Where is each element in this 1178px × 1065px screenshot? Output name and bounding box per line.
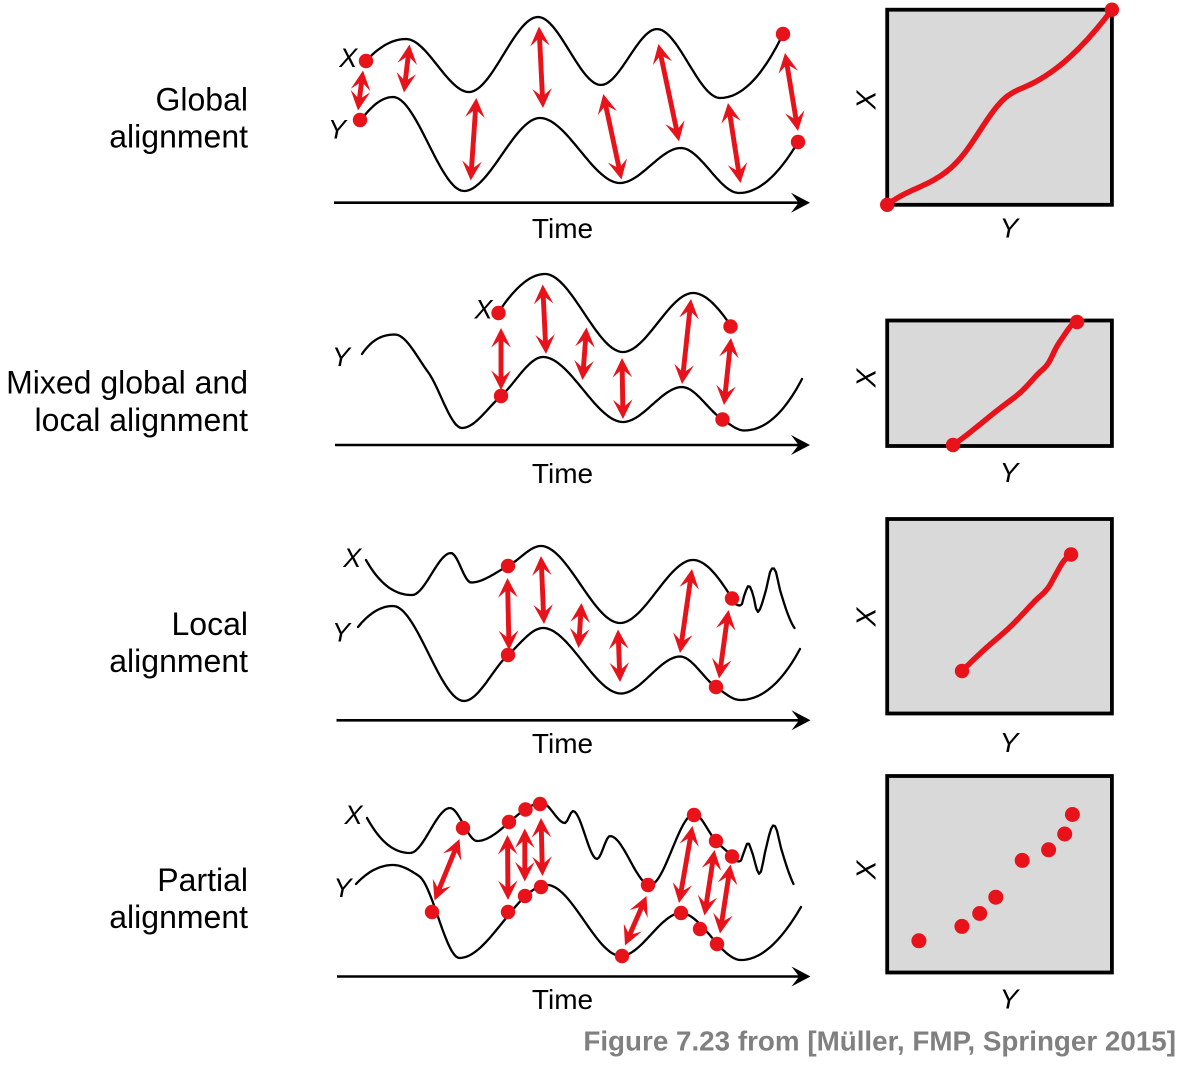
- svg-text:X: X: [342, 543, 362, 573]
- svg-text:Y: Y: [328, 115, 348, 145]
- svg-text:Time: Time: [532, 984, 593, 1015]
- svg-text:X: X: [338, 43, 358, 73]
- svg-text:Figure 7.23 from [Müller, FMP,: Figure 7.23 from [Müller, FMP, Springer …: [583, 1026, 1176, 1057]
- svg-text:Time: Time: [532, 213, 593, 244]
- svg-text:Y: Y: [1000, 457, 1021, 488]
- svg-text:local alignment: local alignment: [35, 402, 249, 438]
- svg-text:Y: Y: [1000, 727, 1021, 758]
- svg-text:Y: Y: [332, 618, 352, 648]
- svg-text:X: X: [851, 89, 882, 110]
- svg-text:Time: Time: [532, 728, 593, 759]
- svg-text:alignment: alignment: [109, 899, 248, 935]
- svg-text:Y: Y: [333, 873, 353, 903]
- svg-text:Mixed global and: Mixed global and: [6, 365, 248, 401]
- svg-text:X: X: [851, 367, 882, 388]
- svg-text:Partial: Partial: [157, 862, 248, 898]
- svg-text:Local: Local: [172, 606, 249, 642]
- svg-text:X: X: [343, 800, 363, 830]
- svg-text:Y: Y: [1000, 213, 1021, 244]
- svg-text:Time: Time: [532, 458, 593, 489]
- svg-text:alignment: alignment: [109, 643, 248, 679]
- svg-text:X: X: [851, 606, 882, 627]
- svg-text:Global: Global: [156, 82, 249, 118]
- svg-text:X: X: [851, 859, 882, 880]
- svg-text:Y: Y: [1000, 984, 1021, 1015]
- svg-text:X: X: [473, 295, 493, 325]
- svg-text:Y: Y: [332, 342, 352, 372]
- svg-text:alignment: alignment: [109, 119, 248, 155]
